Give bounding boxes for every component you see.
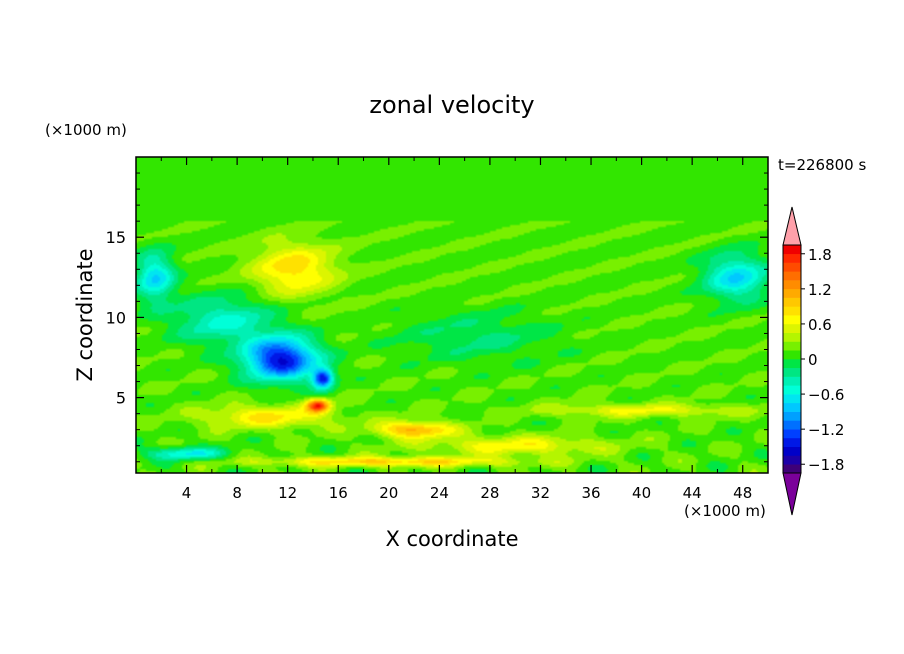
x-tick-label: 36 — [581, 484, 600, 502]
colorbar-segment — [783, 446, 801, 456]
colorbar-segment — [783, 359, 801, 369]
colorbar-tick-label: 1.8 — [808, 246, 832, 264]
colorbar-tick-label: −1.2 — [808, 421, 844, 439]
y-tick-label: 15 — [106, 228, 126, 247]
colorbar: 1.8 1.2 0.6 0 −0.6 −1.2 −1.8 — [782, 206, 844, 516]
plot-area — [135, 156, 769, 474]
colorbar-segment — [783, 297, 801, 307]
colorbar-segment — [783, 341, 801, 351]
x-tick-label: 16 — [329, 484, 348, 502]
colorbar-tick-label: 0.6 — [808, 316, 832, 334]
colorbar-segment — [783, 306, 801, 316]
x-tick-label: 24 — [430, 484, 449, 502]
x-axis-ticks: 4 8 12 16 20 24 28 32 36 40 44 48 — [160, 157, 752, 502]
colorbar-tick-label: −0.6 — [808, 386, 844, 404]
colorbar-segment — [783, 323, 801, 333]
y-unit-label: (×1000 m) — [45, 121, 127, 139]
colorbar-segment — [783, 367, 801, 377]
colorbar-segment — [783, 332, 801, 342]
heatmap-field — [136, 157, 768, 473]
plot-frame — [135, 156, 769, 474]
colorbar-segment — [783, 280, 801, 290]
x-tick-label: 32 — [531, 484, 550, 502]
y-axis-ticks: 5 10 15 — [106, 172, 768, 463]
colorbar-segment — [783, 245, 801, 255]
colorbar-segment — [783, 253, 801, 263]
colorbar-segment — [783, 271, 801, 281]
colorbar-segment — [783, 394, 801, 404]
colorbar-segment — [783, 411, 801, 421]
colorbar-tick-label: 0 — [808, 351, 818, 369]
x-tick-label: 48 — [733, 484, 752, 502]
x-tick-label: 4 — [182, 484, 192, 502]
y-tick-label: 10 — [106, 308, 126, 327]
colorbar-segment — [783, 437, 801, 447]
chart-title: zonal velocity — [369, 91, 534, 119]
x-tick-label: 20 — [379, 484, 398, 502]
x-unit-label: (×1000 m) — [684, 502, 766, 520]
colorbar-segment — [783, 385, 801, 395]
colorbar-segment — [783, 315, 801, 325]
x-tick-label: 40 — [632, 484, 651, 502]
colorbar-segment — [783, 429, 801, 439]
colorbar-segment — [783, 288, 801, 298]
colorbar-min-extension — [782, 472, 802, 516]
x-tick-label: 28 — [480, 484, 499, 502]
x-tick-label: 8 — [232, 484, 242, 502]
colorbar-segment — [783, 262, 801, 272]
y-tick-label: 5 — [116, 389, 126, 408]
x-axis-label: X coordinate — [385, 527, 518, 551]
y-axis-label: Z coordinate — [73, 248, 97, 381]
colorbar-segment — [783, 455, 801, 465]
colorbar-segment — [783, 420, 801, 430]
colorbar-segment — [783, 350, 801, 360]
colorbar-segment — [783, 402, 801, 412]
x-tick-label: 12 — [278, 484, 297, 502]
time-label: t=226800 s — [778, 156, 866, 174]
colorbar-tick-label: −1.8 — [808, 456, 844, 474]
colorbar-segment — [783, 376, 801, 386]
colorbar-tick-label: 1.2 — [808, 281, 832, 299]
colorbar-segment — [783, 464, 801, 474]
colorbar-max-extension — [782, 206, 802, 246]
x-tick-label: 44 — [683, 484, 702, 502]
